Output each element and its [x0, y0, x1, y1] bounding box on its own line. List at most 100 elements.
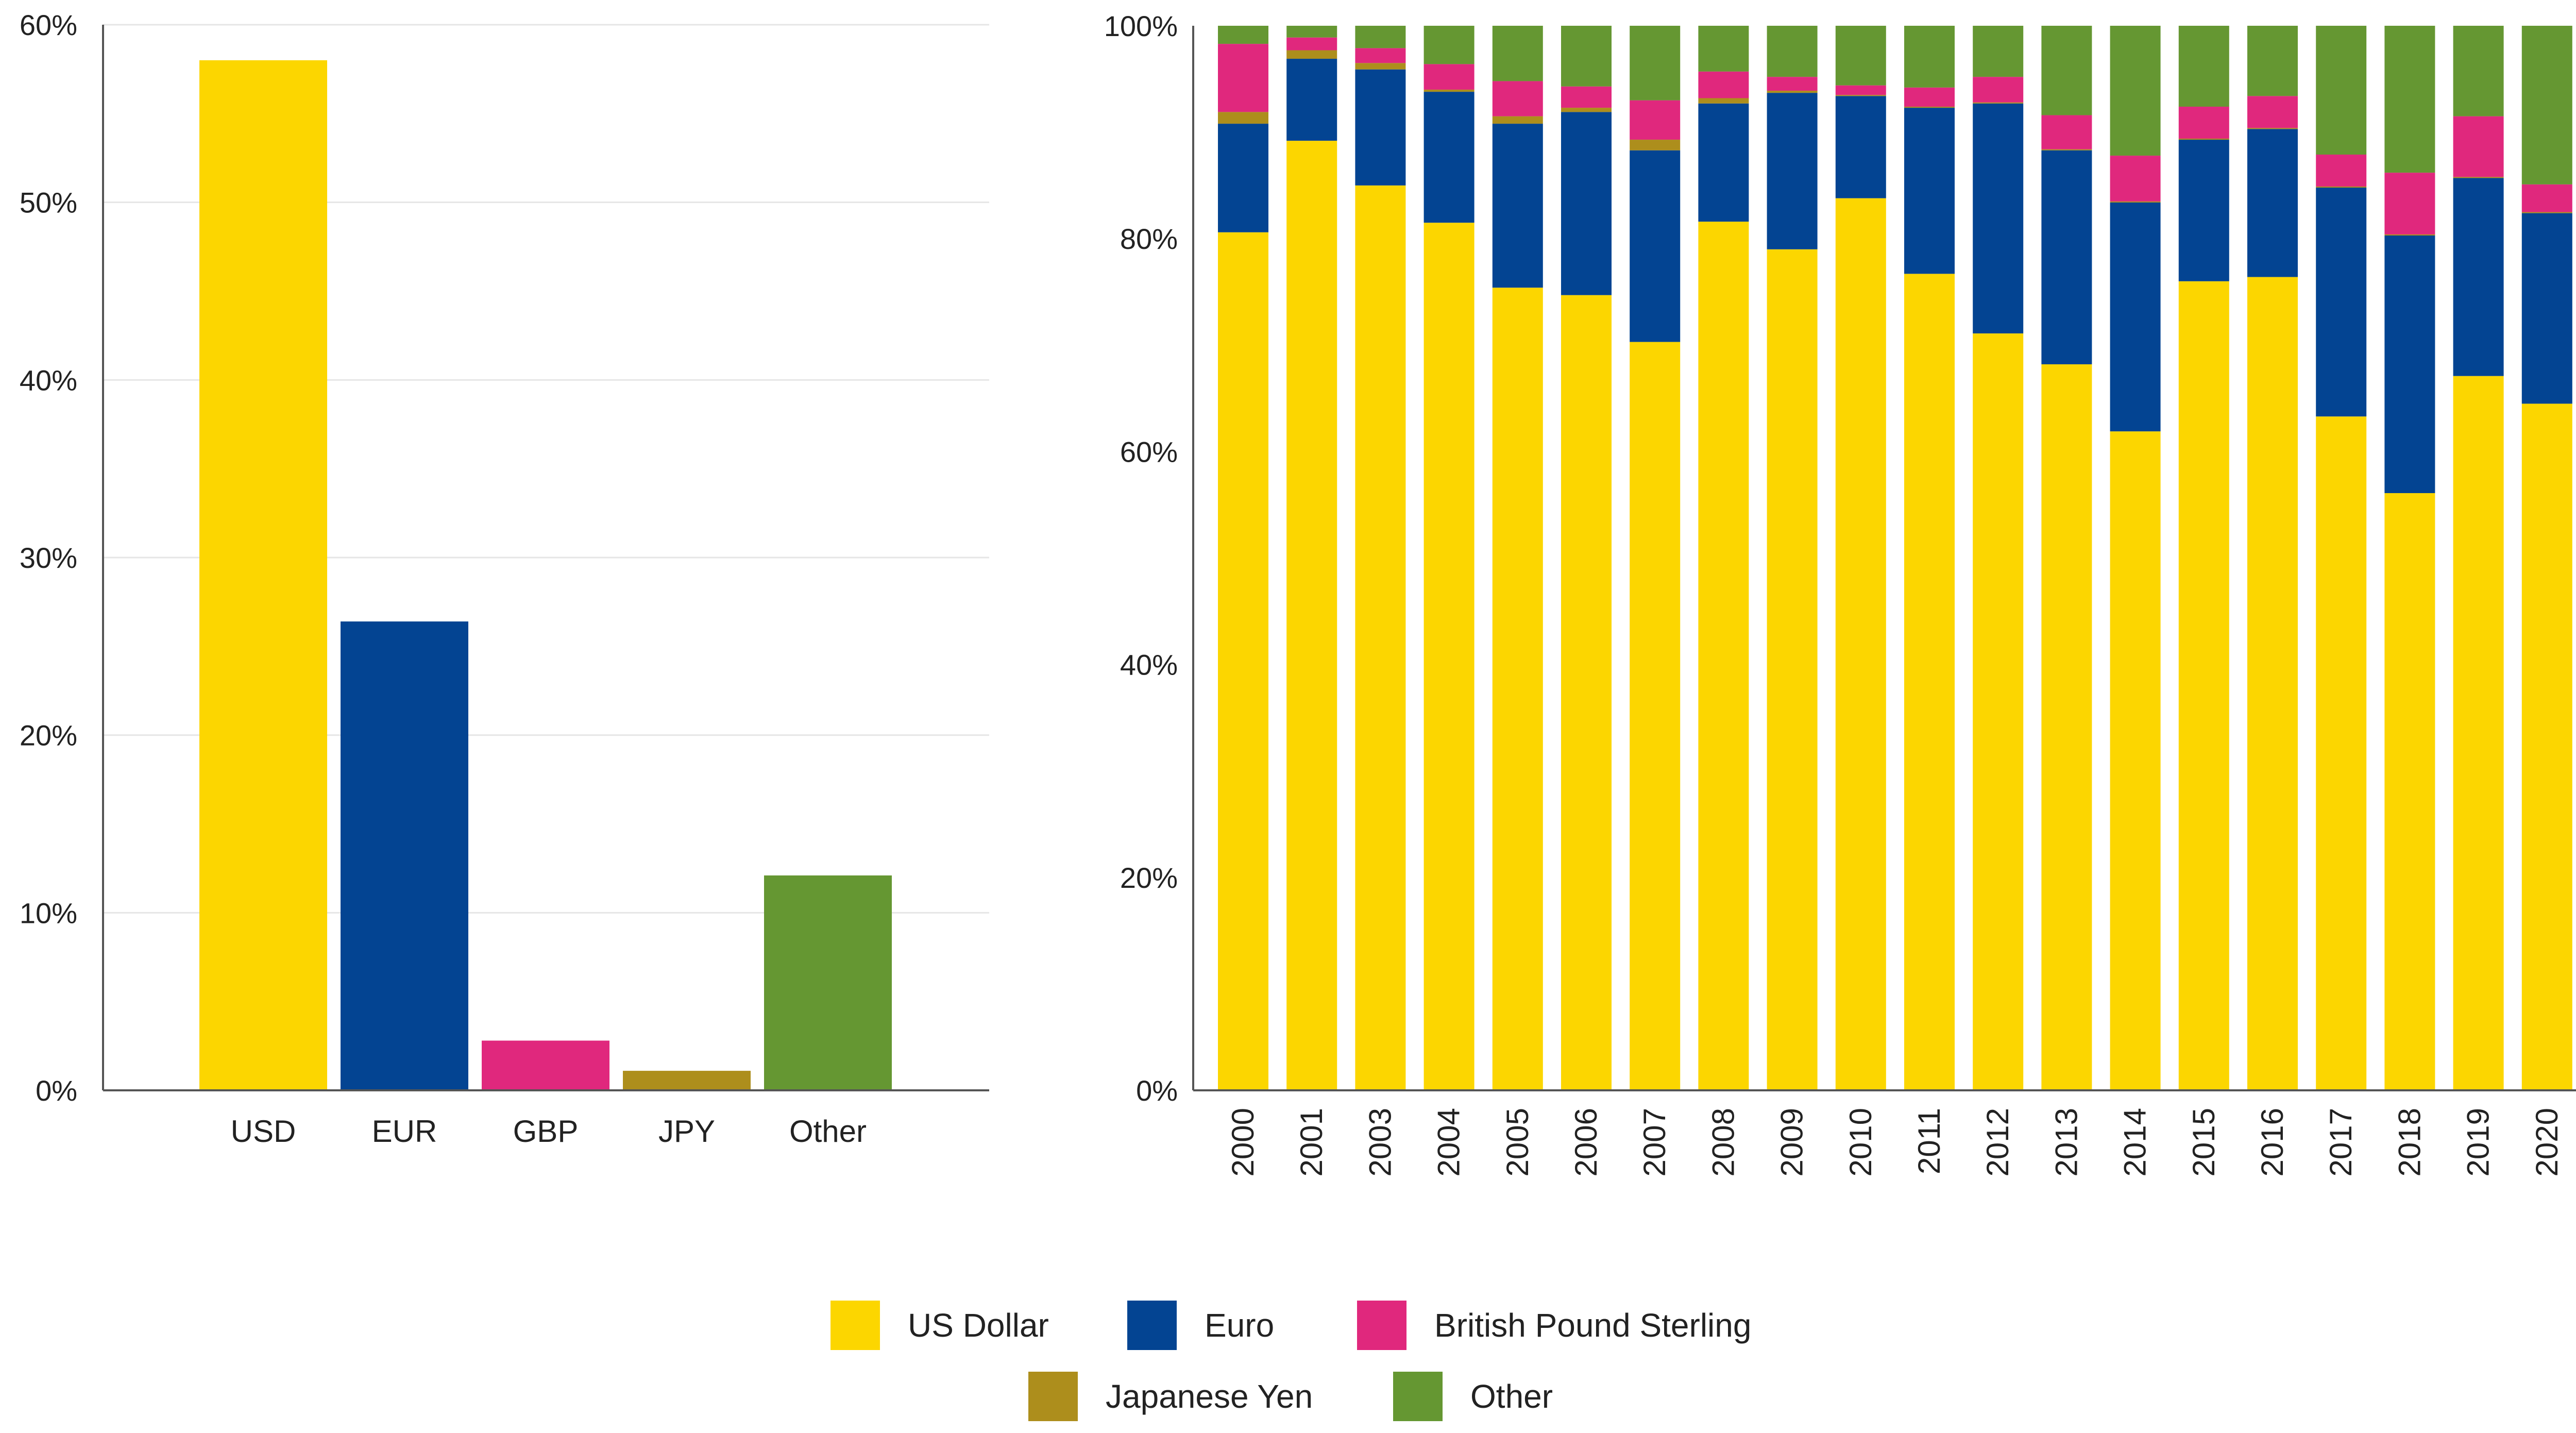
segment-jpy-2010: [1835, 95, 1886, 96]
stacked-bar-2018: [2384, 26, 2435, 1090]
legend-swatch-other: [1393, 1372, 1443, 1421]
year-label: 2018: [2392, 1108, 2427, 1176]
segment-jpy-2013: [2041, 149, 2092, 150]
segment-other-2018: [2384, 26, 2435, 173]
segment-usd-2005: [1492, 288, 1543, 1090]
segment-usd-2004: [1423, 223, 1475, 1091]
segment-other-2009: [1767, 26, 1818, 77]
segment-jpy-2006: [1561, 108, 1612, 112]
segment-gbp-2004: [1423, 64, 1475, 90]
segment-gbp-2006: [1561, 86, 1612, 108]
right-chart-stacked-by-year: 0%20%40%60%80%100% 2000 2001 2003 2004 2005 2…: [1104, 10, 2576, 1176]
left-y-tick: 20%: [20, 719, 77, 752]
right-year-labels: 2000 2001 2003 2004 2005 2006 2007 2008 2009 2010…: [1226, 1108, 2564, 1176]
segment-usd-2006: [1561, 295, 1612, 1090]
segment-jpy-2015: [2178, 138, 2229, 140]
segment-eur-2017: [2316, 188, 2367, 417]
legend-swatch-eur: [1127, 1301, 1177, 1350]
stacked-bar-2005: [1492, 26, 1543, 1090]
left-category-labels: USD EUR GBP JPY Other: [231, 1114, 867, 1149]
legend-label-gbp: British Pound Sterling: [1434, 1307, 1751, 1344]
segment-gbp-2019: [2453, 116, 2504, 177]
segment-gbp-2017: [2316, 154, 2367, 187]
stacked-bar-2004: [1423, 26, 1475, 1091]
segment-jpy-2014: [2110, 201, 2161, 203]
stacked-bar-2008: [1698, 26, 1749, 1090]
bar-jpy: [623, 1071, 751, 1090]
segment-jpy-2020: [2521, 212, 2572, 213]
segment-gbp-2001: [1286, 37, 1337, 50]
segment-other-2004: [1423, 26, 1475, 64]
year-label: 2015: [2187, 1108, 2221, 1176]
segment-usd-2001: [1286, 141, 1337, 1091]
legend-label-jpy: Japanese Yen: [1106, 1378, 1313, 1415]
left-chart-currency-shares: 0% 10% 20% 30% 40% 50% 60% USD EUR GBP JPY Other: [20, 9, 989, 1149]
year-label: 2009: [1775, 1108, 1809, 1176]
segment-jpy-2007: [1630, 140, 1681, 150]
left-y-tick: 30%: [20, 542, 77, 574]
segment-usd-2007: [1630, 342, 1681, 1090]
left-bars: [199, 60, 892, 1090]
bar-gbp: [482, 1040, 609, 1090]
segment-jpy-2016: [2247, 128, 2298, 129]
segment-eur-2000: [1218, 124, 1268, 232]
segment-usd-2016: [2247, 277, 2298, 1091]
segment-usd-2013: [2041, 364, 2092, 1090]
right-y-tick: 40%: [1120, 649, 1178, 681]
segment-usd-2014: [2110, 431, 2161, 1090]
segment-usd-2010: [1835, 198, 1886, 1090]
year-label: 2003: [1363, 1108, 1397, 1176]
year-label: 2008: [1706, 1108, 1740, 1176]
segment-eur-2014: [2110, 202, 2161, 432]
right-y-tick: 80%: [1120, 223, 1178, 255]
year-label: 2011: [1912, 1108, 1946, 1174]
segment-other-2000: [1218, 26, 1268, 44]
stacked-bar-2015: [2178, 26, 2229, 1090]
segment-other-2013: [2041, 26, 2092, 115]
segment-gbp-2003: [1355, 48, 1406, 63]
stacked-bar-2009: [1767, 26, 1818, 1090]
segment-eur-2010: [1835, 96, 1886, 198]
segment-jpy-2008: [1698, 98, 1749, 104]
segment-eur-2001: [1286, 59, 1337, 141]
right-y-tick: 100%: [1104, 10, 1178, 42]
left-y-tick: 60%: [20, 9, 77, 41]
segment-gbp-2015: [2178, 107, 2229, 139]
segment-other-2019: [2453, 26, 2504, 116]
segment-eur-2019: [2453, 178, 2504, 376]
year-label: 2020: [2530, 1108, 2564, 1176]
stacked-bar-2010: [1835, 26, 1886, 1090]
segment-other-2001: [1286, 26, 1337, 38]
year-label: 2019: [2461, 1108, 2496, 1176]
segment-usd-2012: [1973, 333, 2024, 1090]
segment-eur-2018: [2384, 235, 2435, 493]
year-label: 2000: [1226, 1108, 1260, 1176]
segment-eur-2020: [2521, 213, 2572, 404]
year-label: 2017: [2324, 1108, 2358, 1176]
segment-gbp-2007: [1630, 100, 1681, 140]
segment-other-2012: [1973, 26, 2024, 77]
year-label: 2016: [2255, 1108, 2290, 1176]
segment-eur-2012: [1973, 103, 2024, 334]
bar-eur: [341, 621, 468, 1090]
segment-jpy-2001: [1286, 50, 1337, 59]
segment-other-2011: [1904, 26, 1955, 88]
segment-eur-2009: [1767, 93, 1818, 249]
stacked-bar-2019: [2453, 26, 2504, 1090]
right-stacked-bars: [1218, 26, 2572, 1091]
segment-jpy-2017: [2316, 186, 2367, 188]
segment-jpy-2000: [1218, 112, 1268, 124]
stacked-bar-2007: [1630, 26, 1681, 1090]
stacked-bar-2000: [1218, 26, 1268, 1091]
segment-usd-2017: [2316, 416, 2367, 1091]
left-y-tick: 40%: [20, 364, 77, 396]
left-y-tick: 10%: [20, 897, 77, 929]
segment-usd-2015: [2178, 281, 2229, 1090]
left-y-tick: 50%: [20, 187, 77, 219]
stacked-bar-2017: [2316, 26, 2367, 1091]
segment-usd-2020: [2521, 403, 2572, 1091]
stacked-bar-2014: [2110, 26, 2161, 1090]
segment-usd-2009: [1767, 249, 1818, 1090]
right-y-tick-labels: 0% 20% 40% 60% 80% 100%: [1104, 10, 1178, 1107]
stacked-bar-2006: [1561, 26, 1612, 1090]
